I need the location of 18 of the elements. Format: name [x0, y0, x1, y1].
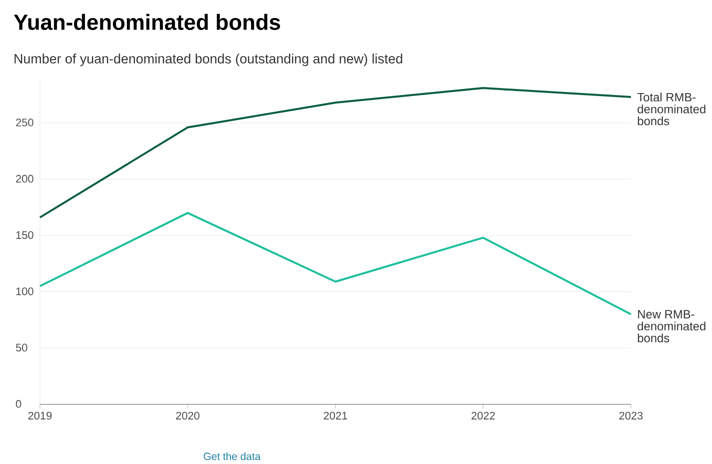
- y-tick-label: 0: [16, 400, 22, 408]
- line-series: [38, 212, 632, 316]
- x-tick-label: 2020: [176, 412, 200, 420]
- x-tick-label: 2021: [324, 412, 348, 420]
- text: Get the data: [204, 452, 261, 460]
- chart-subtitle: Number of yuan-denominated bonds (outstanding and new) listed: [14, 54, 402, 66]
- series-label: New RMB-denominated bonds: [638, 310, 706, 342]
- y-tick-label: 150: [16, 231, 34, 239]
- x-tick-label: 2023: [619, 412, 643, 420]
- x-tick-label: 2019: [28, 412, 52, 420]
- chart-title: Yuan-denominated bonds: [14, 14, 280, 30]
- y-tick-label: 200: [16, 174, 34, 183]
- x-tick-label: 2022: [472, 412, 495, 420]
- y-tick-label: 100: [16, 287, 34, 296]
- y-tick-label: 50: [16, 344, 28, 352]
- line-series: [38, 86, 632, 218]
- y-tick-label: 250: [16, 118, 34, 126]
- series-label: Total RMB-denominated bonds: [637, 92, 706, 126]
